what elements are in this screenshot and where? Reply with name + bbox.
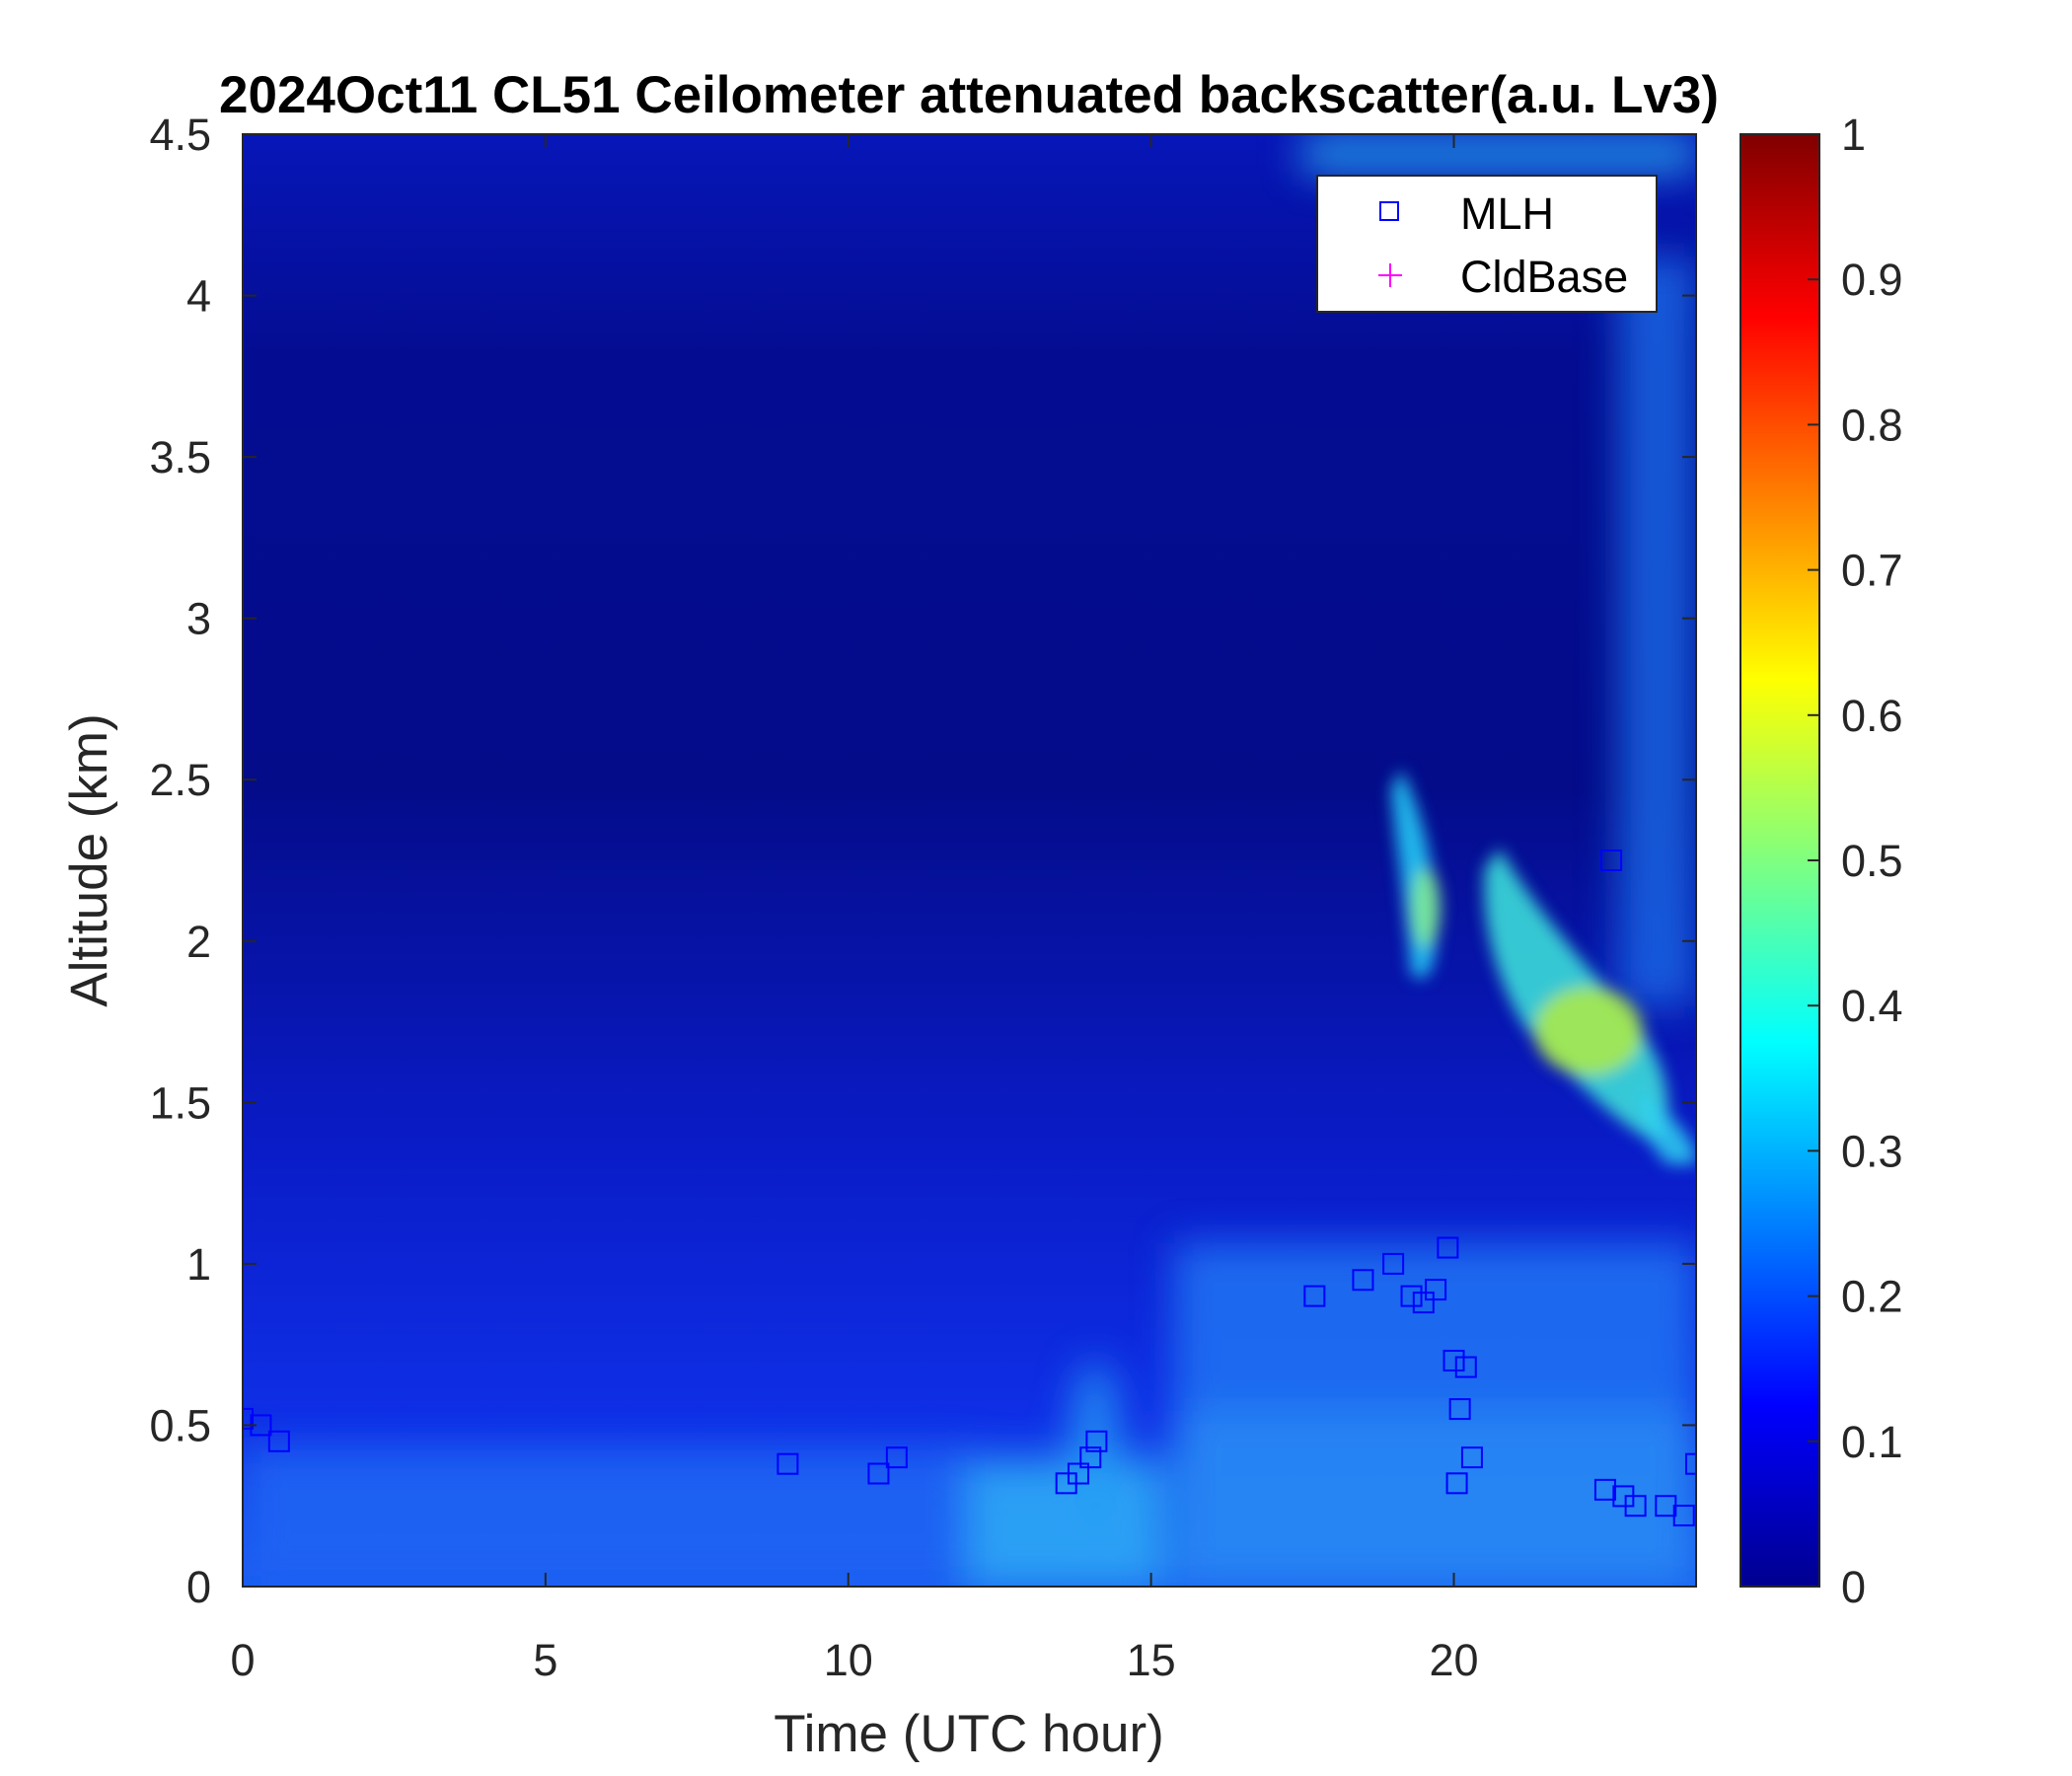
y-axis: 0 0.5 1 1.5 2 2.5 3 3.5 4 4.5 — [149, 110, 1696, 1612]
colorbar-gradient — [1739, 133, 1820, 1588]
mlh-point — [1454, 1356, 1477, 1378]
mlh-point — [1445, 1472, 1468, 1495]
mlh-point — [1624, 1495, 1647, 1517]
heatmap-field — [243, 134, 1696, 1587]
legend-cldbase-label: CldBase — [1460, 252, 1628, 302]
mlh-markers — [243, 850, 1696, 1527]
mlh-point — [1352, 1269, 1374, 1292]
y-tick-label: 4.5 — [149, 110, 211, 160]
colorbar-tick-label: 0.5 — [1841, 836, 1903, 886]
colorbar-tick-label: 0.1 — [1841, 1417, 1903, 1467]
colorbar-tick-label: 0.7 — [1841, 546, 1903, 596]
y-tick-label: 1.5 — [149, 1077, 211, 1128]
mlh-point — [1425, 1279, 1447, 1301]
mlh-point — [1593, 1478, 1616, 1501]
y-tick-label: 2 — [186, 917, 211, 967]
mlh-point — [1443, 1350, 1465, 1372]
colorbar-tick-label: 0.4 — [1841, 981, 1903, 1031]
legend-cldbase-marker — [1378, 263, 1402, 287]
legend-mlh-marker — [1379, 201, 1399, 221]
colorbar-tick-label: 0.3 — [1841, 1126, 1903, 1176]
mlh-point — [1400, 1285, 1423, 1307]
colorbar-tick-label: 1 — [1841, 110, 1866, 160]
mlh-point — [1382, 1252, 1405, 1275]
mlh-point — [1085, 1430, 1108, 1452]
mlh-point — [1079, 1446, 1102, 1469]
x-tick-label: 5 — [533, 1635, 557, 1685]
mlh-point — [1600, 850, 1623, 871]
y-tick-label: 2.5 — [149, 755, 211, 805]
y-tick-label: 3.5 — [149, 432, 211, 482]
mlh-point — [1460, 1446, 1483, 1469]
plot-frame — [242, 133, 1697, 1588]
colorbar-tick-label: 0.2 — [1841, 1272, 1903, 1322]
x-tick-label: 20 — [1429, 1635, 1478, 1685]
y-tick-label: 0 — [186, 1562, 211, 1612]
mlh-point — [1448, 1398, 1471, 1421]
x-tick-label: 10 — [824, 1635, 873, 1685]
x-tick-label: 15 — [1127, 1635, 1176, 1685]
y-axis-label: Altitude (km) — [60, 713, 118, 1006]
mlh-point — [1412, 1292, 1435, 1314]
colorbar: 0 0.1 0.2 0.3 0.4 0.5 0.6 0.7 0.8 0.9 1 — [1739, 110, 1903, 1612]
legend-box — [1316, 175, 1658, 313]
y-tick-label: 1 — [186, 1239, 211, 1290]
x-tick-label: 0 — [230, 1635, 255, 1685]
colorbar-tick-label: 0 — [1841, 1562, 1866, 1612]
mlh-point — [1067, 1462, 1089, 1485]
mlh-point — [777, 1452, 799, 1475]
mlh-point — [267, 1430, 290, 1452]
mlh-point — [885, 1446, 908, 1469]
colorbar-tick-label: 0.9 — [1841, 255, 1903, 305]
legend: MLH CldBase — [1316, 175, 1658, 313]
y-tick-label: 4 — [186, 271, 211, 322]
chart-title: 2024Oct11 CL51 Ceilometer attenuated bac… — [219, 66, 1719, 124]
x-axis: 0 5 10 15 20 — [230, 134, 1479, 1685]
colorbar-tick-label: 0.8 — [1841, 400, 1903, 450]
mlh-point — [867, 1462, 890, 1485]
mlh-point — [1437, 1236, 1459, 1259]
y-tick-label: 0.5 — [149, 1400, 211, 1450]
x-axis-label: Time (UTC hour) — [774, 1705, 1164, 1763]
mlh-point — [1685, 1452, 1696, 1475]
mlh-point — [1672, 1505, 1695, 1527]
y-tick-label: 3 — [186, 594, 211, 644]
mlh-point — [1303, 1285, 1326, 1307]
legend-mlh-label: MLH — [1460, 188, 1554, 239]
mlh-point — [243, 1407, 254, 1430]
colorbar-tick-label: 0.6 — [1841, 691, 1903, 741]
